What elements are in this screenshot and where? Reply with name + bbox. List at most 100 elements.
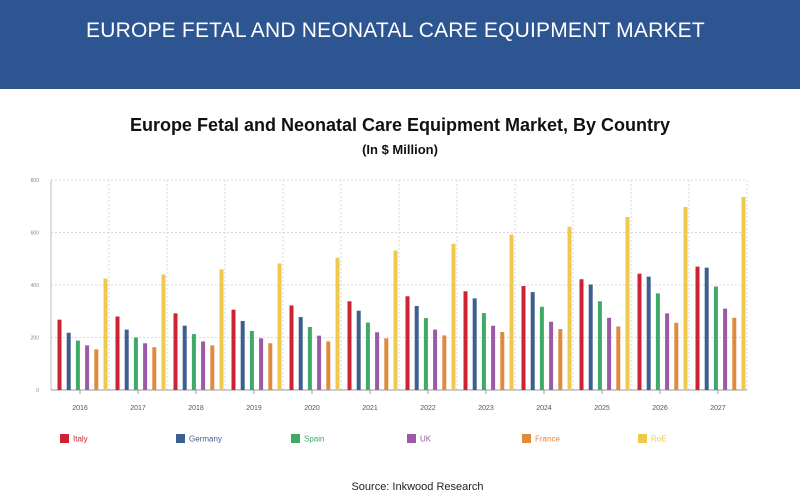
x-tick-label: 2020	[304, 405, 320, 412]
bar-uk-2019	[259, 338, 264, 390]
bar-spain-2022	[423, 318, 428, 390]
source-note: Source: Inkwood Research	[351, 481, 484, 493]
legend-label: Spain	[304, 434, 325, 444]
legend-swatch	[60, 434, 69, 444]
y-tick-label: 0	[36, 388, 39, 394]
bar-france-2021	[384, 338, 389, 390]
bar-spain-2019	[249, 330, 254, 390]
bar-spain-2027	[713, 286, 718, 390]
bar-uk-2023	[491, 325, 496, 390]
x-tick-label: 2025	[594, 405, 610, 412]
bar-roe-2025	[625, 217, 630, 390]
x-tick-label: 2016	[72, 405, 88, 412]
bar-uk-2026	[665, 313, 670, 390]
bar-germany-2024	[530, 292, 535, 390]
bar-france-2027	[732, 317, 737, 390]
x-tick-label: 2018	[188, 405, 204, 412]
y-tick-label: 200	[31, 336, 40, 342]
bar-uk-2022	[433, 329, 438, 390]
x-tick-label: 2026	[652, 405, 668, 412]
bar-france-2025	[616, 326, 621, 390]
bar-roe-2026	[683, 207, 688, 390]
bar-roe-2027	[741, 197, 746, 390]
bar-uk-2027	[723, 308, 728, 390]
bar-uk-2017	[143, 343, 148, 390]
bar-france-2020	[326, 341, 331, 390]
bar-spain-2025	[597, 301, 602, 390]
x-tick-label: 2021	[362, 405, 378, 412]
bar-spain-2018	[191, 334, 196, 390]
bar-germany-2023	[472, 298, 477, 390]
bar-germany-2016	[66, 332, 71, 390]
bar-france-2018	[210, 345, 215, 390]
bar-france-2019	[268, 343, 273, 390]
bar-france-2023	[500, 331, 505, 390]
bar-roe-2019	[277, 263, 282, 390]
header-banner: EUROPE FETAL AND NEONATAL CARE EQUIPMENT…	[0, 0, 800, 89]
chart-title: Europe Fetal and Neonatal Care Equipment…	[129, 115, 671, 135]
legend-label: RoE	[651, 434, 667, 444]
bar-roe-2018	[219, 269, 224, 390]
bar-france-2026	[674, 322, 679, 390]
y-tick-label: 800	[31, 178, 40, 184]
bar-germany-2025	[588, 284, 593, 390]
bar-italy-2019	[231, 309, 236, 390]
bar-spain-2026	[655, 293, 660, 390]
x-tick-label: 2019	[246, 405, 262, 412]
x-tick-label: 2022	[420, 405, 436, 412]
bar-italy-2024	[521, 286, 526, 390]
bar-germany-2022	[414, 306, 419, 390]
bar-italy-2018	[173, 313, 178, 390]
legend-swatch	[407, 434, 416, 444]
legend-label: Germany	[189, 434, 222, 444]
legend-swatch	[176, 434, 185, 444]
bar-uk-2021	[375, 332, 380, 390]
bar-france-2024	[558, 329, 563, 390]
legend-item-italy: Italy	[60, 433, 88, 445]
bar-roe-2017	[161, 274, 166, 390]
bar-germany-2019	[240, 320, 245, 390]
y-tick-label: 600	[31, 231, 40, 237]
x-tick-label: 2027	[710, 405, 726, 412]
bar-germany-2017	[124, 329, 129, 390]
bar-italy-2022	[405, 296, 410, 390]
bar-germany-2027	[704, 267, 709, 390]
bar-spain-2021	[365, 322, 370, 390]
bar-uk-2024	[549, 321, 554, 390]
bar-italy-2027	[695, 266, 700, 390]
bar-italy-2023	[463, 291, 468, 390]
bar-italy-2017	[115, 316, 120, 390]
legend-item-germany: Germany	[176, 433, 222, 445]
bar-spain-2023	[481, 313, 486, 390]
legend-label: France	[535, 434, 560, 444]
bar-roe-2016	[103, 278, 108, 390]
bar-italy-2020	[289, 305, 294, 390]
bar-spain-2024	[539, 306, 544, 390]
bar-uk-2020	[317, 335, 322, 390]
bar-italy-2021	[347, 301, 352, 390]
legend-item-uk: UK	[407, 433, 431, 445]
chart-legend: Italy Germany Spain UK France RoE	[60, 433, 760, 447]
x-tick-label: 2023	[478, 405, 494, 412]
legend-swatch	[291, 434, 300, 444]
bar-italy-2025	[579, 279, 584, 390]
bar-uk-2025	[607, 317, 612, 390]
chart-subtitle: (In $ Million)	[362, 142, 438, 157]
bar-uk-2018	[201, 341, 206, 390]
banner-title: EUROPE FETAL AND NEONATAL CARE EQUIPMENT…	[86, 19, 705, 42]
bar-roe-2021	[393, 250, 398, 390]
bar-france-2017	[152, 347, 157, 390]
y-tick-label: 400	[31, 283, 40, 289]
bar-spain-2016	[75, 340, 80, 390]
bar-roe-2022	[451, 243, 456, 390]
bar-italy-2026	[637, 273, 642, 390]
bar-germany-2021	[356, 310, 361, 390]
legend-swatch	[522, 434, 531, 444]
bar-spain-2020	[307, 327, 312, 390]
bar-france-2016	[94, 349, 99, 390]
x-tick-label: 2017	[130, 405, 146, 412]
bar-germany-2020	[298, 317, 303, 390]
legend-item-roe: RoE	[638, 433, 667, 445]
x-tick-label: 2024	[536, 405, 552, 412]
